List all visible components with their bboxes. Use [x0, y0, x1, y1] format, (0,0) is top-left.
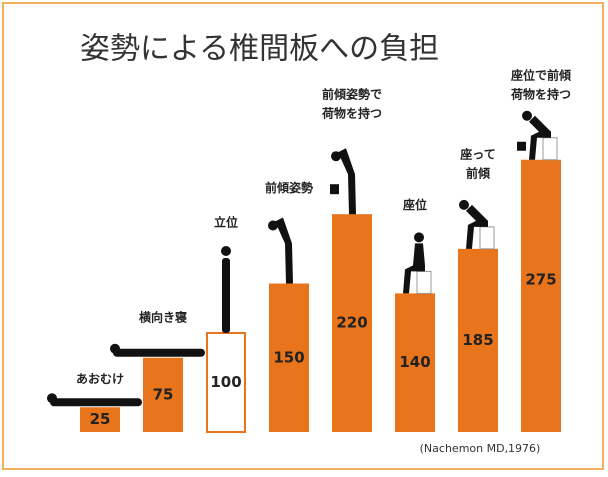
figure — [222, 258, 230, 333]
chart-title: 姿勢による椎間板への負担 — [80, 32, 439, 67]
category-label: あおむけ — [76, 372, 124, 386]
figure — [221, 246, 231, 256]
figure — [414, 232, 424, 242]
category-label: 立位 — [214, 215, 238, 230]
category-label: 前傾姿勢 — [265, 180, 313, 195]
category-label: 座って — [459, 146, 495, 161]
figure — [480, 227, 494, 249]
category-label: 前傾 — [466, 165, 491, 180]
category-label: 前傾姿勢で — [322, 87, 382, 102]
category-label: 荷物を持つ — [321, 106, 382, 121]
category-label: 座位 — [402, 197, 427, 212]
value-label: 150 — [273, 348, 304, 366]
figure — [110, 344, 120, 354]
bar — [521, 160, 561, 432]
value-label: 275 — [525, 270, 556, 288]
value-label: 100 — [210, 373, 241, 391]
figure — [268, 221, 278, 231]
figure — [330, 184, 339, 194]
source: (Nachemon MD,1976) — [420, 442, 541, 455]
figure — [417, 271, 431, 293]
category-label: 座位で前傾 — [510, 67, 572, 82]
value-label: 185 — [462, 331, 493, 349]
value-label: 75 — [153, 385, 174, 403]
figure — [47, 393, 57, 403]
value-label: 25 — [90, 410, 111, 428]
figure — [543, 138, 557, 160]
category-label: 荷物を持つ — [510, 86, 571, 101]
figure — [331, 151, 341, 161]
figure — [459, 200, 469, 210]
figure — [522, 111, 532, 121]
value-label: 220 — [336, 314, 367, 332]
chart: 姿勢による椎間板への負担 (Nachemon MD,1976) 25 あおむけ 75… — [0, 0, 608, 473]
figure — [113, 349, 205, 357]
value-label: 140 — [399, 353, 430, 371]
figure — [517, 142, 526, 151]
category-label: 横向き寝 — [139, 309, 187, 324]
figure — [50, 398, 142, 406]
